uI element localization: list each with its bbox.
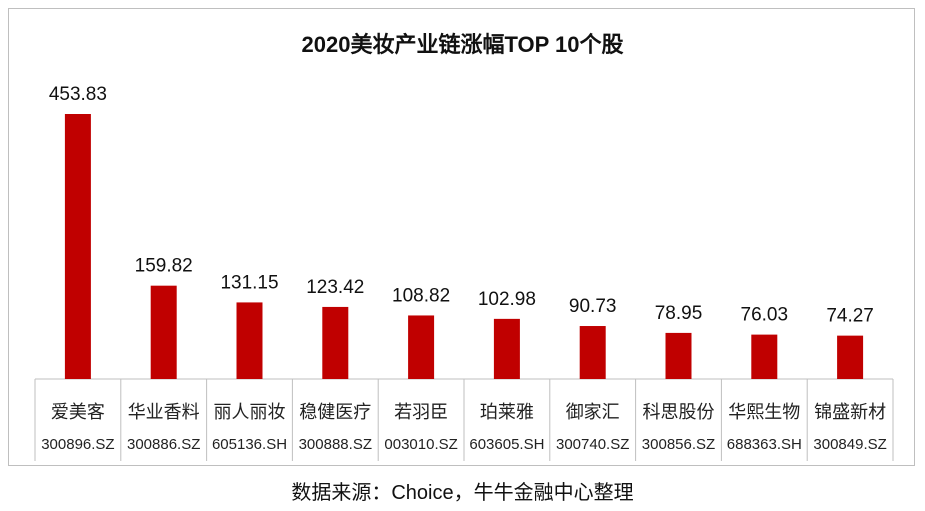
data-label: 453.83 [49,84,107,105]
category-code-label: 300849.SZ [813,436,886,453]
bar [322,306,349,379]
bar [64,114,91,379]
category-name-label: 若羽臣 [394,402,448,423]
category-code-label: 603605.SH [469,436,544,453]
category-code-label: 688363.SH [727,436,802,453]
chart-frame: 2020美妆产业链涨幅TOP 10个股 453.83 爱美客 300896.SZ 15… [8,8,915,466]
data-label: 90.73 [569,296,617,317]
data-label: 131.15 [220,272,278,293]
category-name-label: 御家汇 [566,402,620,423]
category-name-label: 丽人丽妆 [214,402,286,423]
data-label: 159.82 [135,256,193,277]
category-name-label: 科思股份 [643,402,715,423]
source-note: 数据来源：Choice，牛牛金融中心整理 [291,482,634,504]
category-name-label: 爱美客 [51,402,105,423]
category-name-label: 华业香料 [128,402,200,423]
data-label: 78.95 [655,303,703,324]
data-label: 108.82 [392,285,450,306]
category-code-label: 300856.SZ [642,436,715,453]
bar [665,332,692,379]
category-code-label: 300740.SZ [556,436,629,453]
category-name-label: 华熙生物 [728,402,800,423]
bar [150,285,177,379]
bar [837,335,864,379]
bar [236,302,263,379]
category-code-label: 300896.SZ [41,436,114,453]
chart-title: 2020美妆产业链涨幅TOP 10个股 [301,32,624,57]
category-code-label: 003010.SZ [384,436,457,453]
bar [579,326,606,379]
category-code-label: 300888.SZ [299,436,372,453]
data-label: 123.42 [306,277,364,298]
bar-chart: 453.83 爱美客 300896.SZ 159.82 华业香料 300886.SZ 131… [34,84,894,461]
bar [408,315,435,379]
data-label: 76.03 [741,305,789,326]
bar [751,334,778,379]
category-code-label: 300886.SZ [127,436,200,453]
data-label: 102.98 [478,289,536,310]
category-name-label: 锦盛新材 [814,402,886,423]
category-name-label: 稳健医疗 [299,402,371,423]
category-name-label: 珀莱雅 [480,402,534,423]
category-code-label: 605136.SH [212,436,287,453]
bar [493,318,520,379]
data-label: 74.27 [826,306,874,327]
